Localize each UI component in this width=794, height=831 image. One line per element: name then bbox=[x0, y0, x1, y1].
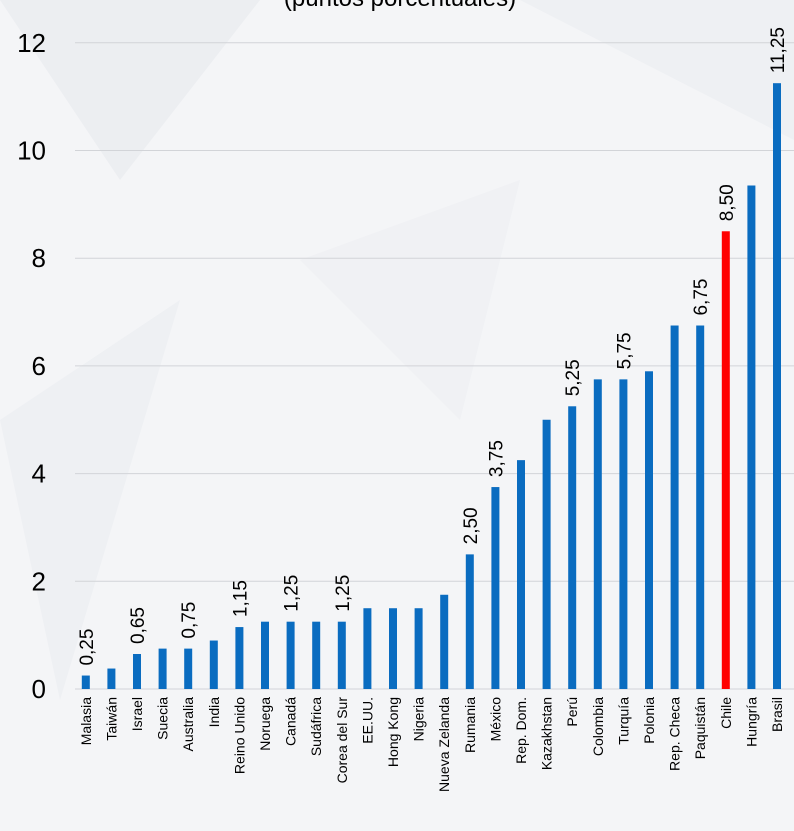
bar bbox=[107, 668, 116, 689]
bar bbox=[670, 325, 679, 689]
bar bbox=[721, 231, 730, 689]
x-tick-label: Nigeria bbox=[411, 697, 427, 742]
bar bbox=[389, 608, 397, 689]
bar bbox=[619, 379, 628, 689]
bar bbox=[363, 608, 372, 689]
x-tick-label: Reino Unido bbox=[231, 697, 247, 774]
x-tick-label: EE.UU. bbox=[359, 697, 375, 744]
bar bbox=[773, 83, 781, 689]
bar bbox=[337, 621, 346, 689]
data-label: 1,25 bbox=[333, 575, 354, 612]
bar bbox=[209, 640, 218, 689]
bar bbox=[261, 621, 269, 689]
y-tick-label: 4 bbox=[32, 459, 46, 489]
y-tick-label: 8 bbox=[32, 243, 46, 273]
x-tick-label: Suecia bbox=[155, 697, 171, 740]
x-axis-ticks: Malasia Taiwán Israel Suecia Australia India R… bbox=[78, 697, 785, 792]
bar bbox=[568, 406, 577, 689]
bar bbox=[184, 648, 193, 689]
data-label: 5,25 bbox=[563, 359, 584, 396]
y-axis-ticks: 0 2 4 6 8 10 12 bbox=[17, 28, 46, 704]
x-tick-label: Kazakhstan bbox=[539, 697, 555, 770]
x-tick-label: Taiwán bbox=[103, 697, 119, 741]
x-tick-label: Nueva Zelanda bbox=[436, 697, 452, 792]
x-tick-label: Hungría bbox=[743, 697, 759, 747]
bar bbox=[414, 608, 423, 689]
bars bbox=[81, 83, 781, 689]
data-label: 3,75 bbox=[486, 440, 507, 477]
x-tick-label: Australia bbox=[180, 697, 196, 752]
bar bbox=[312, 621, 321, 689]
bar bbox=[465, 554, 474, 689]
data-label: 1,15 bbox=[230, 580, 251, 617]
data-label: 2,50 bbox=[461, 507, 482, 544]
x-tick-label: Hong Kong bbox=[385, 697, 401, 767]
y-tick-label: 0 bbox=[32, 674, 46, 704]
x-tick-label: Polonia bbox=[641, 697, 657, 744]
y-tick-label: 12 bbox=[17, 28, 46, 58]
bar bbox=[747, 185, 756, 689]
bar bbox=[645, 371, 653, 689]
bar bbox=[542, 419, 551, 689]
bar bbox=[696, 325, 705, 689]
x-tick-label: Rep. Checa bbox=[667, 697, 683, 771]
bar bbox=[286, 621, 295, 689]
data-label: 0,65 bbox=[128, 607, 149, 644]
data-label: 0,25 bbox=[77, 629, 98, 666]
bar bbox=[593, 379, 602, 689]
y-tick-label: 2 bbox=[32, 566, 46, 596]
x-tick-label: Brasil bbox=[769, 697, 785, 732]
x-tick-label: Chile bbox=[718, 697, 734, 729]
y-tick-label: 6 bbox=[32, 351, 46, 381]
x-tick-label: Israel bbox=[129, 697, 145, 731]
x-tick-label: India bbox=[206, 697, 222, 728]
data-label: 0,75 bbox=[179, 602, 200, 639]
chart-title: (puntos porcentuales) bbox=[284, 0, 516, 12]
x-tick-label: Corea del Sur bbox=[334, 697, 350, 784]
x-tick-label: Canadá bbox=[283, 697, 299, 746]
grid-lines bbox=[75, 42, 794, 690]
background-decoration bbox=[0, 0, 794, 700]
x-tick-label: Malasia bbox=[78, 697, 94, 745]
x-tick-label: Rumania bbox=[462, 697, 478, 753]
data-label: 11,25 bbox=[768, 27, 789, 73]
x-tick-label: Sudáfrica bbox=[308, 697, 324, 756]
y-tick-label: 10 bbox=[17, 136, 46, 166]
data-label: 5,75 bbox=[614, 332, 635, 369]
bar bbox=[158, 648, 167, 689]
data-label: 6,75 bbox=[691, 279, 712, 316]
x-tick-label: Turquía bbox=[615, 697, 631, 745]
x-tick-label: Perú bbox=[564, 697, 580, 727]
x-tick-label: Rep. Dom. bbox=[513, 697, 529, 764]
bar bbox=[440, 594, 449, 689]
bar bbox=[491, 487, 500, 689]
x-tick-label: México bbox=[487, 697, 503, 742]
data-label: 8,50 bbox=[717, 184, 738, 221]
data-labels: 0,25 0,65 0,75 1,15 1,25 1,25 2,50 3,75 5,25 5,75… bbox=[77, 27, 789, 665]
data-label: 1,25 bbox=[282, 575, 303, 612]
x-tick-label: Paquistán bbox=[692, 697, 708, 759]
bar bbox=[133, 653, 141, 689]
bar bbox=[235, 627, 244, 689]
bar bbox=[81, 675, 90, 689]
x-tick-label: Noruega bbox=[257, 697, 273, 751]
bar bbox=[517, 460, 525, 689]
x-tick-label: Colombia bbox=[590, 697, 606, 756]
